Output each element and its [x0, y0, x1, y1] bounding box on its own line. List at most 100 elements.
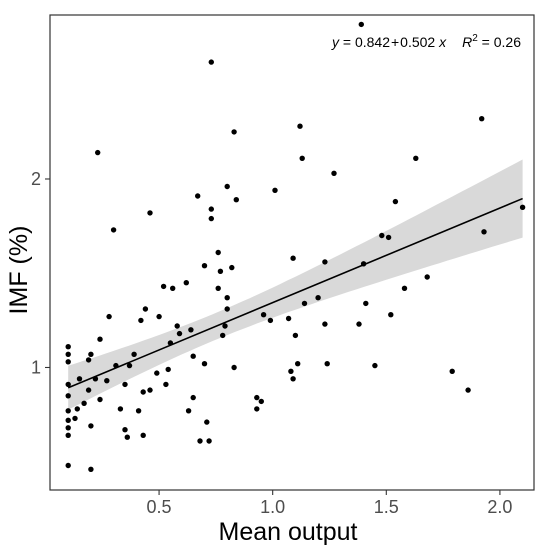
data-point-93 — [322, 321, 328, 327]
data-point-28 — [117, 406, 124, 412]
data-point-47 — [170, 285, 176, 291]
data-point-106 — [413, 155, 419, 161]
y-tick-label: 1 — [31, 357, 41, 377]
data-point-56 — [197, 438, 203, 444]
equation-y: y — [331, 34, 340, 50]
data-point-66 — [217, 268, 224, 274]
data-point-9 — [65, 351, 71, 357]
data-point-100 — [372, 362, 378, 369]
data-point-96 — [356, 321, 362, 327]
data-point-4 — [65, 417, 71, 423]
data-point-72 — [229, 264, 235, 271]
data-point-15 — [85, 387, 92, 393]
regression-equation: y = 0.842+0.502 x R2 = 0.26 — [331, 33, 521, 50]
data-point-35 — [138, 317, 144, 324]
data-point-22 — [97, 336, 103, 342]
data-point-74 — [231, 129, 237, 135]
data-point-2 — [65, 432, 71, 438]
data-point-53 — [190, 394, 196, 401]
data-point-8 — [65, 359, 71, 365]
data-point-62 — [208, 59, 214, 65]
data-point-57 — [201, 263, 208, 269]
data-point-38 — [142, 306, 149, 312]
equation-x: x — [438, 34, 447, 50]
data-point-63 — [208, 206, 214, 212]
data-point-45 — [165, 366, 171, 373]
data-point-79 — [260, 312, 267, 318]
y-tick-label: 2 — [31, 169, 41, 189]
y-axis-title: IMF (%) — [5, 226, 33, 315]
data-point-80 — [267, 317, 274, 324]
data-point-23 — [97, 396, 103, 403]
x-tick-label: 1.0 — [260, 497, 285, 517]
data-point-95 — [331, 170, 337, 176]
data-point-94 — [324, 361, 330, 367]
data-point-58 — [201, 361, 208, 367]
data-point-101 — [379, 232, 385, 239]
x-tick-label: 2.0 — [487, 497, 512, 517]
data-point-32 — [126, 362, 133, 369]
data-point-81 — [272, 187, 278, 193]
data-point-55 — [195, 193, 201, 199]
data-point-71 — [224, 295, 230, 301]
data-point-7 — [65, 381, 71, 388]
data-point-13 — [76, 376, 83, 382]
data-point-75 — [233, 197, 239, 203]
data-point-5 — [65, 408, 71, 414]
data-point-12 — [74, 406, 81, 412]
data-point-54 — [190, 353, 196, 359]
data-point-110 — [479, 116, 485, 122]
data-point-36 — [140, 432, 146, 438]
data-point-51 — [185, 408, 192, 414]
x-tick-label: 1.5 — [374, 497, 399, 517]
data-point-10 — [65, 344, 71, 350]
data-point-24 — [104, 378, 110, 384]
data-point-21 — [95, 149, 101, 156]
equation-r: R — [462, 34, 472, 50]
data-point-84 — [290, 255, 296, 261]
data-point-108 — [449, 368, 455, 374]
data-point-83 — [288, 368, 294, 374]
data-point-52 — [188, 327, 194, 333]
data-point-112 — [519, 204, 526, 210]
data-point-43 — [160, 283, 167, 290]
data-point-76 — [254, 406, 260, 412]
data-point-49 — [176, 330, 183, 337]
plot-frame — [49, 14, 535, 491]
data-point-29 — [122, 381, 128, 388]
equation-coef: 0.502 — [400, 34, 439, 50]
data-point-92 — [322, 259, 328, 265]
data-point-82 — [285, 315, 292, 322]
data-point-87 — [295, 361, 301, 367]
data-point-91 — [315, 295, 321, 301]
data-point-3 — [65, 425, 71, 431]
data-point-31 — [124, 434, 130, 440]
data-point-50 — [183, 280, 189, 286]
data-point-103 — [388, 312, 394, 318]
data-point-59 — [204, 419, 210, 425]
data-point-111 — [481, 229, 487, 235]
data-point-107 — [424, 274, 430, 280]
data-point-42 — [156, 313, 162, 320]
data-point-39 — [147, 210, 153, 216]
data-point-60 — [206, 438, 212, 444]
data-point-105 — [401, 285, 408, 291]
regression-line-layer — [67, 197, 523, 389]
data-point-33 — [131, 351, 137, 357]
data-point-88 — [297, 123, 303, 129]
data-point-41 — [154, 370, 160, 376]
data-point-102 — [385, 234, 392, 241]
data-point-69 — [224, 183, 230, 190]
data-point-86 — [292, 332, 299, 339]
data-point-14 — [81, 400, 87, 406]
data-point-44 — [163, 381, 169, 388]
data-point-30 — [122, 427, 128, 433]
axis-ticks-layer: 0.5 1.0 1.5 2.0 1 2 — [31, 169, 512, 517]
data-point-77 — [254, 394, 260, 401]
confidence-band-layer — [68, 159, 523, 410]
data-points-layer — [65, 21, 526, 472]
data-point-68 — [222, 323, 228, 329]
data-point-18 — [88, 466, 94, 472]
